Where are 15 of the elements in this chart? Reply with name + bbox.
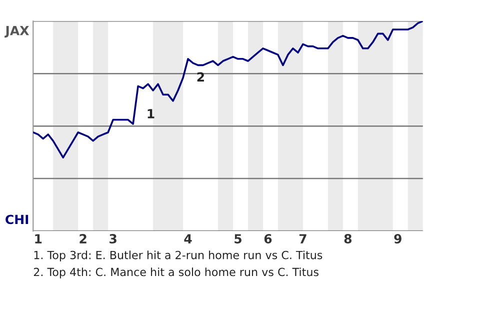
x-tick-label: 6 xyxy=(264,234,272,244)
x-tick-label: 9 xyxy=(394,234,402,244)
text: CHI xyxy=(6,214,28,224)
x-tick-label: 7 xyxy=(299,234,306,244)
x-tick-label: 1 xyxy=(35,234,42,244)
x-tick-label: 8 xyxy=(344,234,352,244)
annotation: 1 xyxy=(148,109,154,118)
x-tick-label: 4 xyxy=(184,234,192,244)
text: 1. Top 3rd: E. Butler hit a 2-run home run vs C. Titus xyxy=(34,250,322,262)
x-tick-label: 2 xyxy=(80,234,86,244)
annotation: 2 xyxy=(197,72,204,82)
x-tick-label: 3 xyxy=(110,234,116,244)
text: JAX xyxy=(4,26,29,38)
x-tick-label: 5 xyxy=(234,234,242,244)
text: 2. Top 4th: C. Mance hit a solo home run vs C. Titus xyxy=(34,268,318,278)
